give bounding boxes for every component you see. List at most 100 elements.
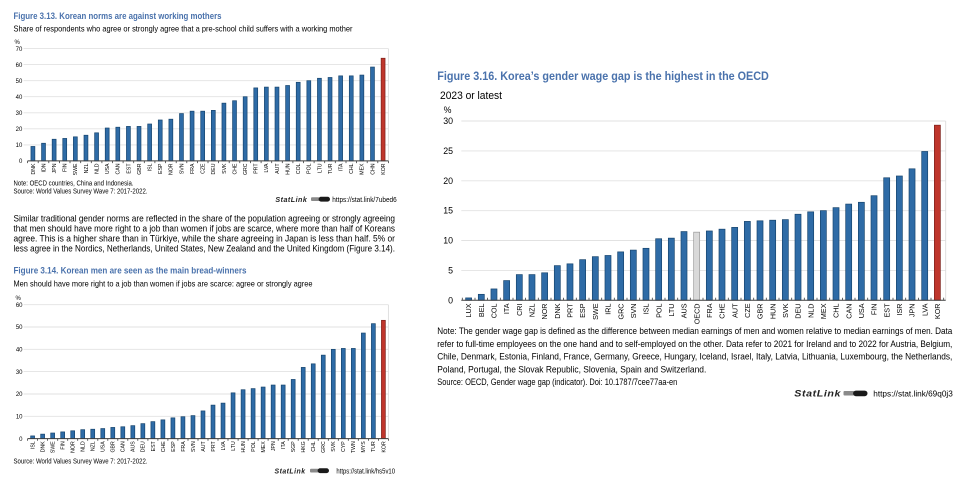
svg-text:ISR: ISR — [895, 304, 904, 316]
svg-text:ITA: ITA — [339, 163, 345, 171]
svg-text:https://stat.link/69q0j3: https://stat.link/69q0j3 — [873, 389, 953, 399]
svg-text:CYP: CYP — [341, 441, 347, 452]
svg-text:10: 10 — [16, 415, 23, 421]
svg-text:15: 15 — [443, 206, 453, 216]
svg-text:Men should have more right to: Men should have more right to a job than… — [14, 279, 313, 289]
svg-text:CHL: CHL — [311, 441, 317, 451]
svg-text:FRA: FRA — [705, 303, 714, 318]
svg-text:StatLink: StatLink — [794, 388, 841, 399]
svg-text:CAN: CAN — [844, 304, 853, 319]
svg-text:MYS: MYS — [361, 441, 367, 453]
svg-text:POL: POL — [251, 441, 257, 451]
svg-text:LUX: LUX — [464, 303, 473, 317]
svg-text:Source: World Values Survey Wa: Source: World Values Survey Wave 7: 2017… — [14, 459, 148, 466]
svg-text:agree. This is a higher share: agree. This is a higher share than in Tü… — [14, 234, 396, 244]
svg-text:LTU: LTU — [317, 163, 323, 173]
svg-text:%: % — [444, 105, 452, 115]
svg-text:SVK: SVK — [222, 163, 228, 174]
svg-text:USA: USA — [857, 303, 866, 318]
svg-text:20: 20 — [16, 392, 23, 398]
svg-text:AUS: AUS — [680, 303, 689, 318]
svg-text:HKG: HKG — [301, 441, 307, 452]
svg-text:ESP: ESP — [578, 303, 587, 318]
svg-text:FRA: FRA — [190, 163, 196, 174]
svg-text:ITA: ITA — [281, 441, 287, 449]
svg-text:SVN: SVN — [191, 441, 197, 452]
svg-text:GBR: GBR — [137, 163, 143, 174]
svg-text:NLD: NLD — [94, 163, 100, 174]
svg-text:less agree in the Nordics, Net: less agree in the Nordics, Netherlands, … — [14, 244, 396, 254]
svg-text:FIN: FIN — [63, 163, 69, 172]
svg-text:Note: OECD countries, China an: Note: OECD countries, China and Indonesi… — [14, 180, 134, 187]
svg-text:refer to full-time employees o: refer to full-time employees on the one … — [437, 339, 952, 350]
svg-text:CAN: CAN — [116, 163, 122, 174]
svg-text:GBR: GBR — [111, 441, 117, 452]
svg-text:%: % — [15, 296, 21, 302]
svg-text:50: 50 — [16, 325, 23, 331]
svg-text:SWE: SWE — [73, 163, 79, 175]
svg-text:BEL: BEL — [477, 304, 486, 318]
svg-text:FRA: FRA — [181, 441, 187, 452]
svg-text:PRT: PRT — [211, 440, 217, 451]
svg-text:Source: OECD, Gender wage gap: Source: OECD, Gender wage gap (indicator… — [437, 377, 677, 388]
svg-text:USA: USA — [101, 441, 107, 452]
svg-text:CZE: CZE — [743, 303, 752, 318]
svg-text:NOR: NOR — [169, 163, 175, 175]
svg-text:MEX: MEX — [261, 441, 267, 453]
svg-text:10: 10 — [16, 143, 23, 149]
svg-text:Figure 3.13. Korean norms are: Figure 3.13. Korean norms are against wo… — [14, 11, 222, 21]
svg-text:MEX: MEX — [360, 163, 366, 175]
svg-text:NZL: NZL — [84, 163, 90, 173]
svg-text:NZL: NZL — [528, 304, 537, 318]
svg-text:70: 70 — [16, 47, 23, 53]
svg-text:0: 0 — [448, 295, 453, 305]
svg-text:30: 30 — [16, 111, 23, 117]
svg-text:KOR: KOR — [381, 441, 387, 452]
svg-text:ESP: ESP — [158, 163, 164, 174]
svg-text:CHL: CHL — [349, 163, 355, 173]
svg-text:ISL: ISL — [642, 304, 651, 315]
svg-text:MEX: MEX — [819, 303, 828, 319]
svg-text:CHN: CHN — [370, 163, 376, 174]
svg-text:https://stat.link/hs5v10: https://stat.link/hs5v10 — [336, 469, 395, 476]
svg-text:Share of respondents who agree: Share of respondents who agree or strong… — [14, 24, 353, 34]
svg-text:0: 0 — [19, 437, 23, 443]
svg-text:AUT: AUT — [201, 440, 207, 451]
svg-text:POL: POL — [654, 304, 663, 318]
svg-text:KOR: KOR — [933, 304, 942, 320]
svg-text:LVA: LVA — [221, 441, 227, 451]
svg-text:CHE: CHE — [718, 303, 727, 318]
svg-text:SVK: SVK — [781, 303, 790, 318]
svg-text:TUR: TUR — [328, 163, 334, 174]
svg-text:FIN: FIN — [61, 441, 67, 450]
svg-text:SVK: SVK — [331, 441, 337, 452]
svg-text:50: 50 — [16, 79, 23, 85]
svg-text:CAN: CAN — [121, 441, 127, 452]
svg-text:5: 5 — [448, 265, 453, 275]
svg-text:LTU: LTU — [667, 304, 676, 317]
svg-text:LVA: LVA — [920, 303, 929, 316]
svg-text:COL: COL — [296, 163, 302, 174]
svg-text:LTU: LTU — [231, 441, 237, 451]
svg-text:60: 60 — [16, 303, 23, 309]
svg-text:DNK: DNK — [41, 441, 47, 452]
svg-text:60: 60 — [16, 63, 23, 69]
svg-text:NLD: NLD — [81, 441, 87, 452]
svg-text:Note: The gender wage gap is d: Note: The gender wage gap is defined as … — [437, 326, 953, 337]
svg-text:PRT: PRT — [254, 163, 260, 174]
svg-text:CHE: CHE — [232, 163, 238, 174]
svg-text:NZL: NZL — [91, 441, 97, 451]
svg-text:EST: EST — [882, 303, 891, 318]
svg-text:DEU: DEU — [211, 163, 217, 174]
svg-text:%: % — [14, 40, 20, 46]
svg-text:AUT: AUT — [730, 303, 739, 318]
svg-text:2023 or latest: 2023 or latest — [440, 90, 502, 102]
svg-text:Figure 3.14. Korean men are se: Figure 3.14. Korean men are seen as the … — [14, 266, 247, 276]
svg-text:JPN: JPN — [271, 441, 277, 451]
svg-text:JPN: JPN — [908, 304, 917, 318]
svg-text:LVA: LVA — [264, 163, 270, 173]
svg-text:ESP: ESP — [171, 441, 177, 452]
svg-text:AUS: AUS — [131, 441, 137, 452]
svg-text:30: 30 — [443, 116, 453, 126]
svg-text:ITA: ITA — [502, 303, 511, 314]
